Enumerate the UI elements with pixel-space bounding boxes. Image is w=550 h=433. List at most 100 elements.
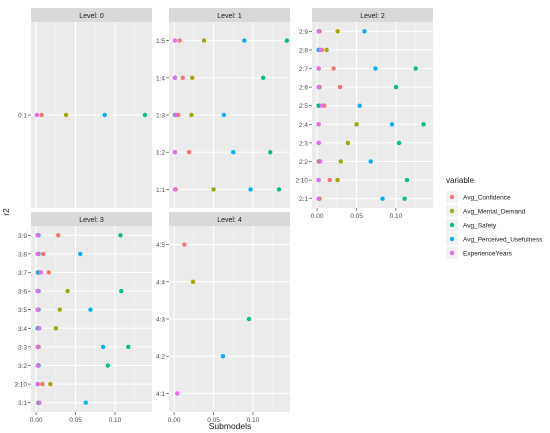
data-point <box>41 251 46 257</box>
data-point <box>102 112 107 118</box>
x-axis-title: Submodels <box>209 421 252 431</box>
legend-label: Avg_Perceived_Usefulness <box>463 237 543 244</box>
data-point <box>337 84 343 90</box>
panel-strip <box>31 8 152 22</box>
x-tick-label: 0.00 <box>311 213 324 220</box>
data-point <box>190 279 196 284</box>
y-tick-label: 1:5 <box>156 38 165 45</box>
data-point <box>316 196 321 201</box>
y-tick-label: 2:6 <box>299 85 308 92</box>
data-point <box>404 177 410 183</box>
y-tick-label: 2:7 <box>299 66 308 73</box>
data-point <box>35 251 40 257</box>
data-point <box>268 150 273 155</box>
y-tick-label: 2:3 <box>299 140 308 147</box>
panel-strip <box>31 212 152 226</box>
data-point <box>220 354 226 359</box>
data-point <box>421 122 426 127</box>
y-tick-label: 3:2 <box>18 363 27 370</box>
y-tick-label: 3:9 <box>18 233 27 240</box>
data-point <box>182 242 187 247</box>
data-point <box>172 187 178 192</box>
x-tick-label: 0.05 <box>69 417 82 424</box>
data-point <box>368 159 373 164</box>
data-point <box>39 112 44 118</box>
x-tick-label: 0.05 <box>350 213 363 220</box>
data-point <box>338 159 343 164</box>
data-point <box>38 270 44 275</box>
data-point <box>65 288 70 294</box>
data-point <box>396 140 402 146</box>
data-point <box>100 344 106 350</box>
legend-label: Avg_Safety <box>463 223 497 230</box>
panel-strip-label: Level: 1 <box>217 13 242 20</box>
panel-strip-label: Level: 2 <box>360 13 385 20</box>
legend-marker <box>449 194 455 200</box>
y-tick-label: 2:1 <box>299 196 308 203</box>
data-point <box>118 233 123 238</box>
data-point <box>35 363 40 368</box>
data-point <box>46 270 51 275</box>
x-tick-label: 0.10 <box>247 417 260 424</box>
y-tick-label: 2:2 <box>299 159 308 166</box>
panel-strip-label: Level: 0 <box>79 13 104 20</box>
legend-label: ExperienceYears <box>463 251 513 258</box>
y-axis-title: r2 <box>1 208 11 216</box>
data-point <box>231 150 236 155</box>
x-tick-label: 0.10 <box>109 417 122 424</box>
data-point <box>316 84 321 90</box>
y-tick-label: 3:10 <box>14 382 27 389</box>
data-point <box>345 140 351 146</box>
data-point <box>284 38 290 43</box>
data-point <box>35 307 40 312</box>
data-point <box>276 187 282 192</box>
y-tick-label: 3:7 <box>18 270 27 277</box>
y-tick-label: 2:10 <box>295 178 308 185</box>
data-point <box>362 29 367 34</box>
data-point <box>201 38 207 43</box>
data-point <box>48 381 53 387</box>
data-point <box>242 38 247 43</box>
data-point <box>316 122 321 127</box>
data-point <box>211 187 216 192</box>
data-point <box>83 400 88 405</box>
data-point <box>180 75 185 81</box>
x-tick-label: 0.00 <box>30 417 43 424</box>
y-tick-label: 2:5 <box>299 103 308 110</box>
y-tick-label: 0:1 <box>18 113 27 120</box>
x-tick-label: 0.10 <box>390 213 403 220</box>
panel-strip-label: Level: 3 <box>79 217 104 224</box>
legend-marker <box>449 250 455 256</box>
data-point <box>335 29 340 34</box>
panel-background <box>31 226 152 412</box>
data-point <box>88 307 93 312</box>
data-point <box>373 66 378 71</box>
panel-background <box>312 22 433 208</box>
data-point <box>318 159 323 164</box>
y-tick-label: 2:9 <box>299 29 308 36</box>
data-point <box>318 47 323 53</box>
data-point <box>331 66 336 71</box>
data-point <box>105 363 111 368</box>
y-tick-label: 4:4 <box>156 279 165 286</box>
legend-marker <box>449 236 455 242</box>
data-point <box>35 344 40 350</box>
y-tick-label: 1:1 <box>156 187 165 194</box>
data-point <box>335 177 340 183</box>
panel-1: Level: 1 1:1 1:2 1:3 1:4 1:5 <box>156 8 290 208</box>
data-point <box>413 66 418 71</box>
panel-strip-label: Level: 4 <box>217 217 242 224</box>
panel-0: Level: 0 0:1 <box>18 8 152 208</box>
data-point <box>189 112 194 118</box>
y-tick-label: 1:4 <box>156 75 165 82</box>
data-point <box>63 112 69 118</box>
data-point <box>246 316 252 322</box>
data-point <box>35 233 40 238</box>
data-point <box>173 112 178 118</box>
data-point <box>186 150 192 155</box>
data-point <box>40 381 45 387</box>
data-point <box>142 112 148 118</box>
legend-marker <box>449 222 455 228</box>
panel-strip <box>169 8 290 22</box>
